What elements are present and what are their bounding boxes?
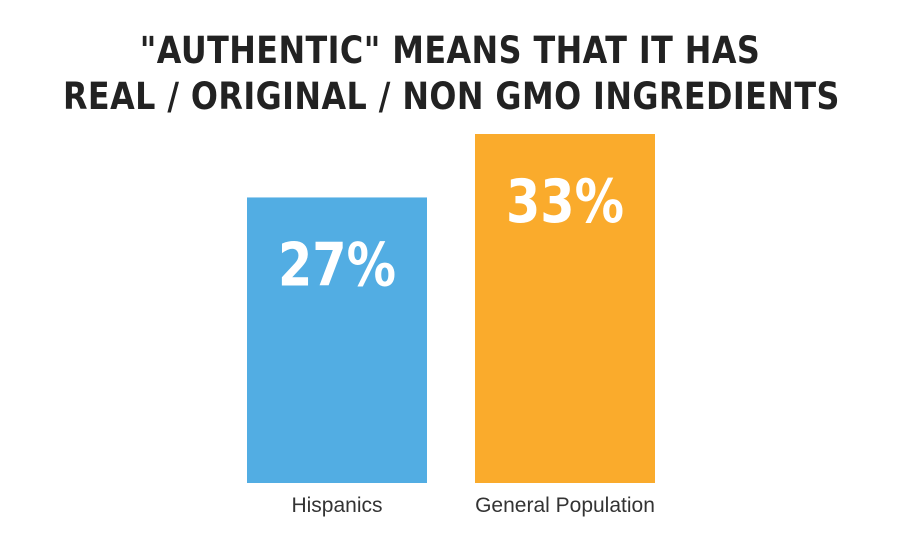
bar-value-label: 27% xyxy=(278,230,396,300)
bar-hispanics xyxy=(247,197,427,484)
category-label: General Population xyxy=(475,494,655,517)
bar-value-label: 33% xyxy=(506,167,624,237)
chart-title-line-1: "AUTHENTIC" MEANS THAT IT HAS xyxy=(139,29,761,72)
category-label: Hispanics xyxy=(291,494,382,517)
bar-general-population xyxy=(475,134,655,483)
chart-title-line-2: REAL / ORIGINAL / NON GMO INGREDIENTS xyxy=(63,75,840,118)
chart-title: "AUTHENTIC" MEANS THAT IT HAS REAL / ORI… xyxy=(63,28,840,120)
